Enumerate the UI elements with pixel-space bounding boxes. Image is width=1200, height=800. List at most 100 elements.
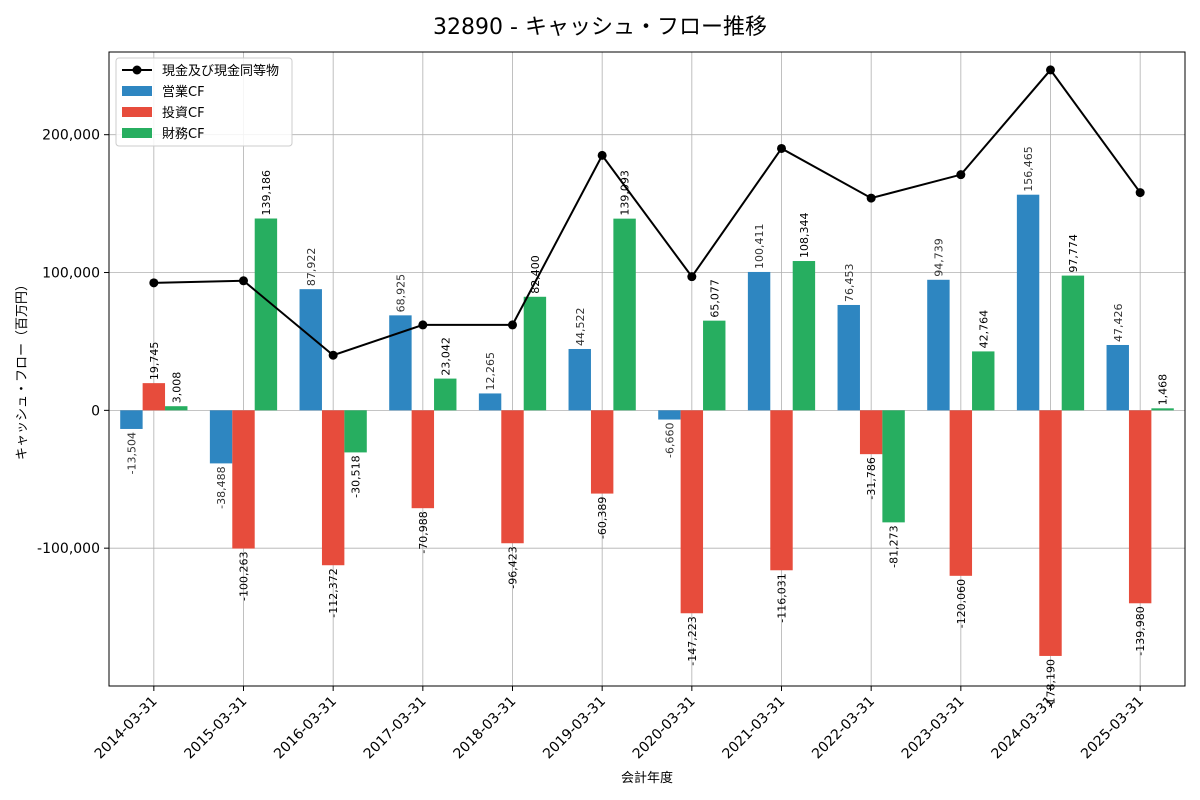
legend-swatch [122, 107, 152, 117]
grid-layer [109, 52, 1185, 686]
data-label: 82,400 [529, 255, 542, 294]
bar-財務CF [165, 406, 188, 411]
bar-財務CF [434, 378, 457, 411]
bar-営業CF [927, 279, 950, 411]
y-axis-label: キャッシュ・フロー（百万円） [15, 278, 30, 460]
data-label: -112,372 [327, 568, 340, 617]
y-tick-label: 200,000 [42, 128, 100, 144]
data-label: -147,223 [686, 616, 699, 665]
data-label: 12,265 [484, 352, 497, 391]
data-label: -81,273 [888, 525, 901, 567]
legend-label: 現金及び現金同等物 [162, 63, 279, 79]
data-label: -31,786 [865, 457, 878, 499]
y-tick-label: 0 [91, 403, 100, 419]
cash-balance-point [149, 278, 159, 288]
cash-balance-point [328, 350, 338, 360]
data-label: 47,426 [1112, 303, 1125, 342]
cash-balance-point [777, 143, 786, 153]
x-tick-label: 2020-03-31 [630, 694, 699, 763]
x-tick-label: 2021-03-31 [719, 694, 788, 763]
bar-営業CF [389, 315, 412, 411]
data-label: 97,774 [1067, 234, 1080, 273]
bar-投資CF [1039, 410, 1062, 656]
data-label: 19,745 [148, 342, 161, 381]
bar-営業CF [1106, 344, 1129, 411]
x-tick-label: 2014-03-31 [92, 694, 161, 763]
legend-swatch [122, 128, 152, 138]
data-label: 139,186 [260, 170, 273, 216]
data-label: 68,925 [394, 274, 407, 313]
data-label: -178,190 [1045, 659, 1058, 708]
data-label: 44,522 [574, 307, 587, 346]
chart-title: 32890 - キャッシュ・フロー推移 [433, 15, 767, 40]
bar-財務CF [523, 296, 547, 411]
cash-balance-point [687, 272, 697, 282]
bar-投資CF [232, 410, 255, 549]
data-label: 100,411 [753, 223, 766, 269]
bar-投資CF [770, 410, 793, 571]
legend-marker [132, 65, 142, 75]
legend-box [115, 57, 293, 147]
bars-layer [120, 194, 1174, 656]
bar-財務CF [882, 410, 905, 523]
bar-営業CF [747, 271, 771, 411]
cash-balance-point [508, 320, 517, 330]
bar-投資CF [411, 410, 435, 509]
line-layer [149, 65, 1145, 360]
x-tick-label: 2023-03-31 [899, 694, 968, 763]
bar-投資CF [859, 410, 883, 455]
bar-財務CF [254, 218, 278, 411]
bar-営業CF [837, 304, 860, 411]
x-tick-label: 2018-03-31 [450, 694, 519, 763]
bar-投資CF [142, 383, 166, 411]
bar-営業CF [120, 410, 143, 429]
data-labels-layer: -13,504 -38,488 87,922 68,925 12,265 44,522 -6… [125, 146, 1169, 708]
bar-財務CF [1151, 408, 1174, 411]
x-axis-label: 会計年度 [621, 770, 673, 786]
bar-財務CF [972, 351, 995, 411]
cash-balance-point [1135, 188, 1145, 198]
data-label: 76,453 [843, 263, 856, 302]
data-label: 3,008 [170, 372, 183, 404]
bar-営業CF [658, 410, 681, 420]
x-tick-label: 2015-03-31 [181, 694, 250, 763]
bar-投資CF [590, 410, 614, 494]
cash-balance-point [1046, 65, 1055, 75]
bar-営業CF [299, 289, 322, 411]
cash-balance-point [866, 193, 876, 203]
data-label: -139,980 [1134, 606, 1147, 655]
data-label: -96,423 [507, 546, 520, 588]
x-tick-label: 2016-03-31 [271, 694, 340, 763]
cash-balance-point [956, 170, 966, 180]
legend-label: 投資CF [162, 105, 205, 121]
y-tick-label: -100,000 [37, 541, 100, 557]
data-label: -38,488 [215, 466, 228, 508]
data-label: -100,263 [238, 552, 251, 601]
y-tick-label: 100,000 [42, 266, 100, 282]
x-tick-label: 2022-03-31 [809, 694, 878, 763]
bar-投資CF [949, 410, 973, 576]
data-label: 42,764 [977, 310, 990, 349]
data-label: 65,077 [708, 279, 721, 318]
data-label: -60,389 [596, 497, 609, 539]
bar-投資CF [321, 410, 345, 566]
data-label: -116,031 [776, 573, 789, 622]
x-tick-label: 2019-03-31 [540, 694, 609, 763]
x-tick-label: 2017-03-31 [361, 694, 430, 763]
bar-投資CF [680, 410, 704, 614]
data-label: -13,504 [125, 432, 138, 474]
data-label: -70,988 [417, 511, 430, 553]
bar-営業CF [209, 410, 233, 464]
bar-財務CF [792, 261, 816, 411]
data-label: 23,042 [439, 337, 452, 376]
legend-swatch [122, 86, 152, 96]
cash-balance-line [153, 68, 1141, 357]
data-label: 156,465 [1022, 146, 1035, 192]
bar-投資CF [1128, 410, 1152, 604]
plot-frame [108, 51, 1186, 687]
bar-財務CF [344, 410, 367, 453]
data-label: -120,060 [955, 579, 968, 628]
bar-投資CF [501, 410, 524, 544]
